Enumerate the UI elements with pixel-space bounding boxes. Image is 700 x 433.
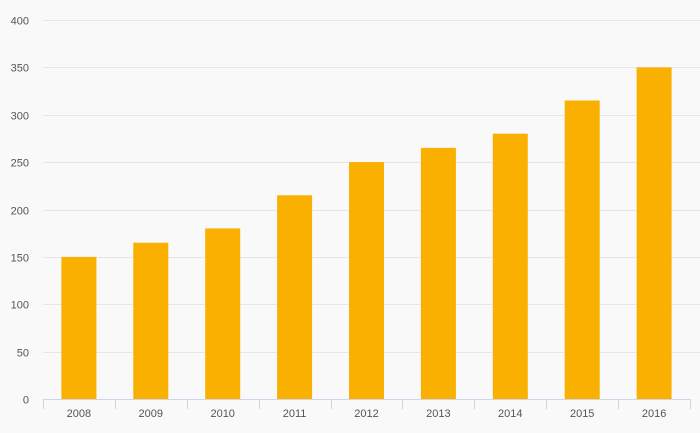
y-tick-label: 400 [11, 16, 29, 28]
bar-2015[interactable] [564, 100, 600, 400]
x-tick-label: 2014 [498, 408, 522, 420]
x-axis [43, 399, 691, 409]
y-tick-label: 100 [11, 300, 29, 312]
y-tick-label: 150 [11, 253, 29, 265]
x-tick-label: 2013 [426, 408, 450, 420]
y-tick-label: 0 [23, 395, 29, 407]
y-axis-ticks: 0 50 100 150 200 250 300 350 400 [11, 16, 29, 407]
x-tick-label: 2009 [139, 408, 163, 420]
x-tick-label: 2015 [570, 408, 594, 420]
y-tick-label: 50 [17, 348, 29, 360]
x-tick-label: 2012 [354, 408, 378, 420]
bar-2014[interactable] [492, 133, 528, 399]
bar-2012[interactable] [349, 162, 384, 399]
bar-2016[interactable] [636, 67, 672, 400]
x-tick-label: 2008 [67, 408, 91, 420]
bar-2011[interactable] [277, 195, 313, 399]
y-tick-label: 200 [11, 206, 29, 218]
x-tick-label: 2011 [283, 408, 307, 420]
x-tick-label: 2016 [642, 408, 666, 420]
bars [61, 67, 672, 400]
y-tick-label: 350 [11, 63, 29, 75]
x-axis-ticks: 2008 2009 2010 2011 2012 2013 2014 2015 2016 [67, 408, 667, 420]
bar-2009[interactable] [133, 242, 169, 399]
bar-2008[interactable] [61, 256, 97, 399]
bar-2013[interactable] [420, 147, 456, 399]
x-tick-label: 2010 [210, 408, 234, 420]
y-tick-label: 300 [11, 111, 29, 123]
y-tick-label: 250 [11, 158, 29, 170]
bar-2010[interactable] [205, 228, 241, 399]
